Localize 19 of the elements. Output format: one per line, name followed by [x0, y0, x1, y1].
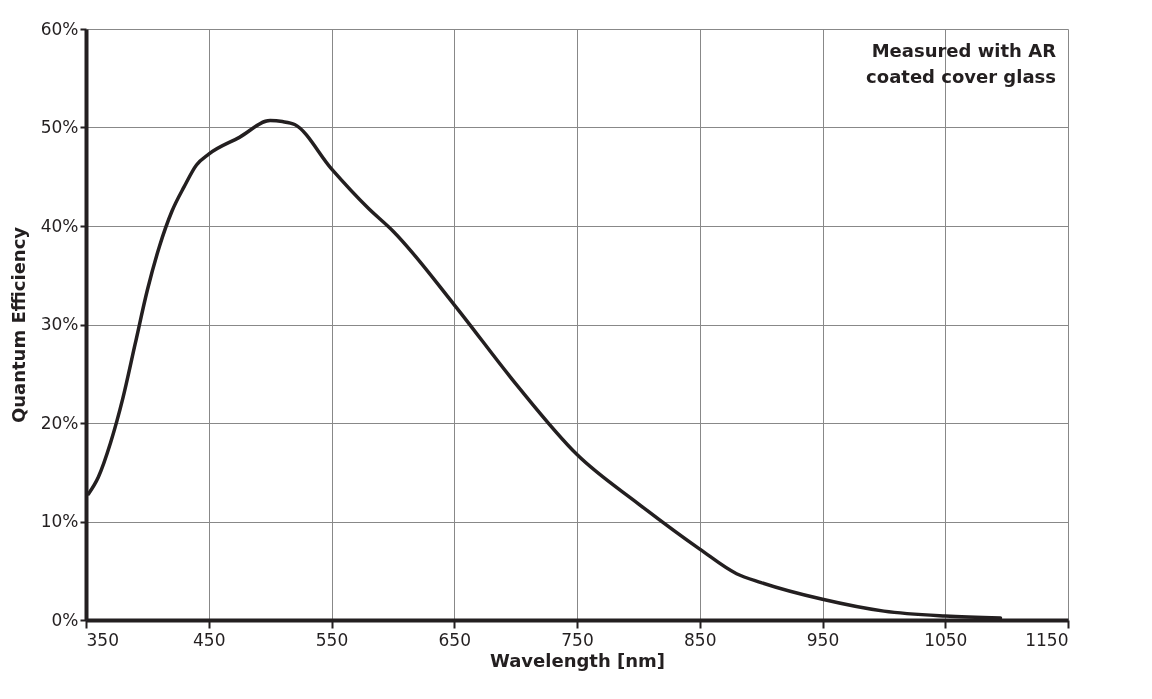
x-tick-label: 1050: [924, 629, 968, 650]
x-tick-label: 950: [806, 629, 840, 650]
x-axis-title: Wavelength [nm]: [489, 649, 666, 671]
y-tick-label: 50%: [40, 117, 79, 137]
x-tick-label: 750: [561, 629, 594, 650]
y-tick-label: 10%: [40, 511, 79, 531]
x-tick-label: 650: [438, 629, 471, 650]
y-tick-label: 40%: [40, 215, 79, 236]
x-tick-label: 350: [86, 629, 119, 650]
x-tick-label: 1150: [1025, 629, 1069, 650]
y-tick-label: 60%: [40, 18, 79, 39]
y-tick-label: 20%: [40, 412, 79, 433]
annotation: Measured with AR coated cover glass: [866, 40, 1057, 87]
y-tick-label: 30%: [40, 314, 79, 334]
y-tick-label: 0%: [51, 609, 79, 630]
y-axis-title: Quantum Efficiency: [7, 226, 29, 424]
x-tick-label: 550: [315, 629, 349, 650]
x-tick-label: 450: [193, 629, 226, 650]
x-tick-label: 850: [684, 629, 717, 650]
